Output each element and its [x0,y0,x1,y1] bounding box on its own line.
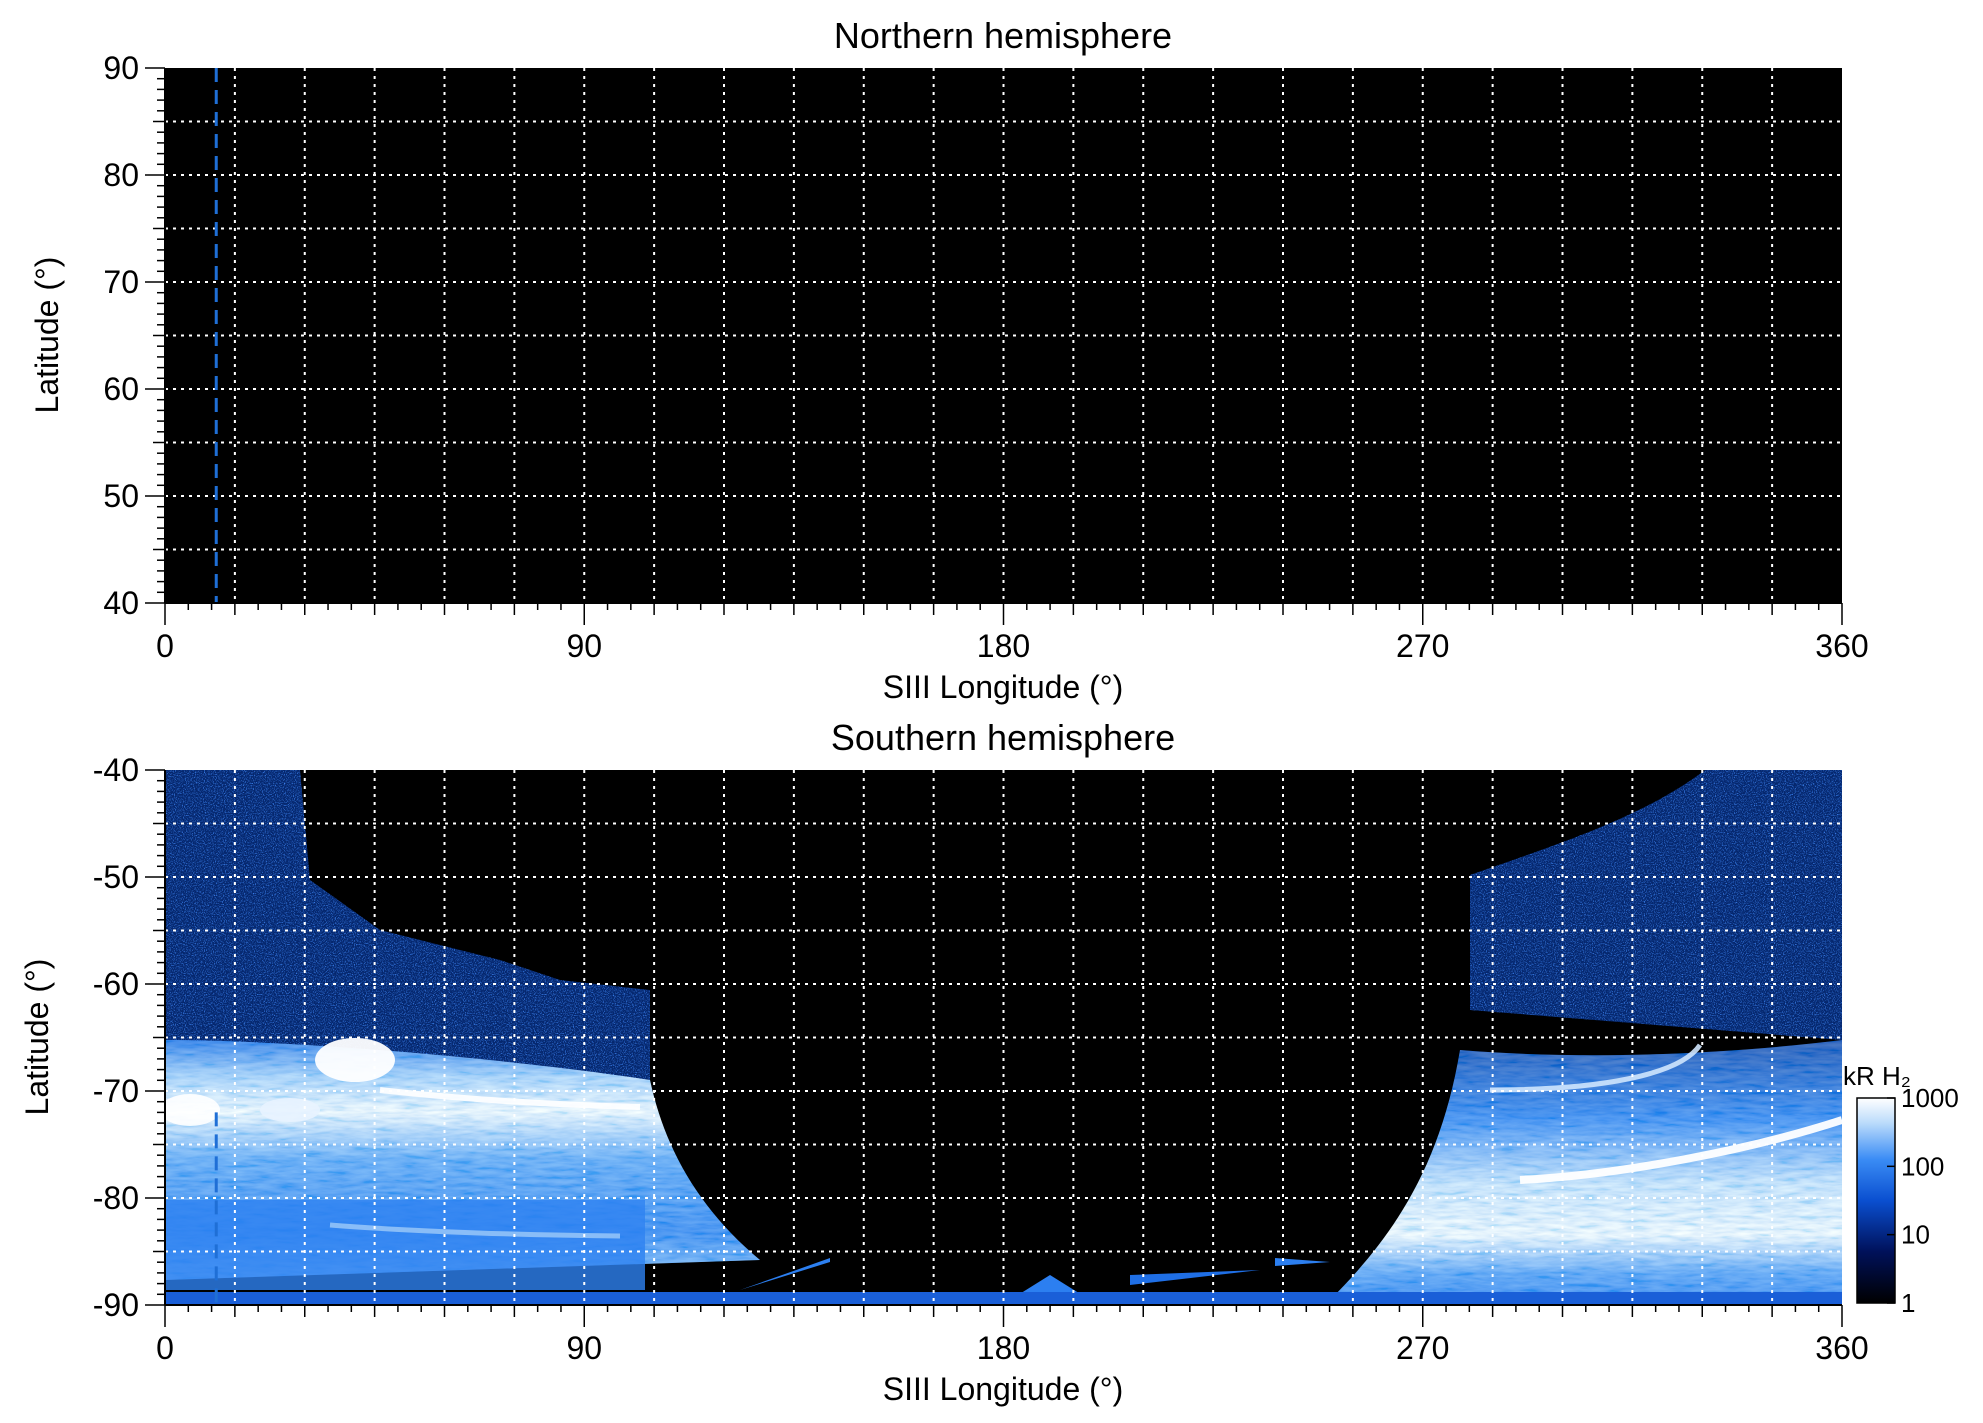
emission-polar-ray [740,1258,830,1290]
colorbar: kR H₂ 1 10 100 1000 [1843,1061,1959,1318]
x-tick-label: 360 [1815,628,1868,664]
y-tick-label: -60 [93,966,139,1002]
emission-east-oval-texture [1330,1040,1842,1300]
south-y-axis: -90 -80 -70 -60 -50 -40 [93,752,166,1323]
north-x-axis: 0 90 180 270 360 [156,602,1869,664]
south-y-axis-label: Latitude (°) [19,959,55,1116]
south-title: Southern hemisphere [831,717,1175,758]
y-tick-label: 60 [103,371,139,407]
north-panel: Northern hemisphere 40 50 60 70 80 90 0 90 180 2… [29,15,1869,705]
north-x-axis-label: SIII Longitude (°) [883,669,1123,705]
colorbar-tick-label: 1000 [1901,1083,1959,1113]
x-tick-label: 0 [156,1330,174,1366]
north-title: Northern hemisphere [834,15,1172,56]
emission-west-lower-band [165,1200,645,1290]
colorbar-tick-label: 100 [1901,1151,1944,1181]
north-y-axis: 40 50 60 70 80 90 [103,50,166,621]
x-tick-label: 270 [1396,1330,1449,1366]
y-tick-label: 70 [103,264,139,300]
colorbar-gradient [1856,1097,1896,1304]
emission-polar-ray [1275,1258,1330,1266]
x-tick-label: 90 [566,628,602,664]
x-tick-label: 360 [1815,1330,1868,1366]
colorbar-ticks: 1 10 100 1000 [1887,1083,1959,1318]
north-grid [165,68,1842,603]
y-tick-label: -50 [93,859,139,895]
y-tick-label: 80 [103,157,139,193]
emission-west-lower-arc [329,1222,621,1239]
south-x-axis: 0 90 180 270 360 [156,1304,1869,1366]
x-tick-label: 90 [566,1330,602,1366]
emission-bright-spot [260,1098,320,1122]
y-tick-label: 50 [103,478,139,514]
colorbar-tick-label: 1 [1901,1288,1915,1318]
emission-west-arc [379,1087,641,1110]
colorbar-tick-label: 10 [1901,1220,1930,1250]
colorbar-label: kR H₂ [1843,1061,1911,1091]
south-panel: Southern hemisphere [19,717,1959,1407]
x-tick-label: 180 [977,628,1030,664]
emission-bright-spot [315,1038,395,1082]
emission-bright-spot [160,1094,220,1126]
south-emission [160,770,1844,1305]
south-x-axis-label: SIII Longitude (°) [883,1371,1123,1407]
north-y-axis-label: Latitude (°) [29,257,65,414]
y-tick-label: 90 [103,50,139,86]
x-tick-label: 0 [156,628,174,664]
y-tick-label: -40 [93,752,139,788]
emission-polar-ray [1130,1270,1260,1285]
emission-east-arc [1489,1043,1703,1093]
y-tick-label: -80 [93,1180,139,1216]
south-grid [165,770,1842,1305]
emission-east-bright-arc [1519,1116,1844,1184]
y-tick-label: -70 [93,1073,139,1109]
x-tick-label: 270 [1396,628,1449,664]
x-tick-label: 180 [977,1330,1030,1366]
y-tick-label: 40 [103,585,139,621]
y-tick-label: -90 [93,1287,139,1323]
